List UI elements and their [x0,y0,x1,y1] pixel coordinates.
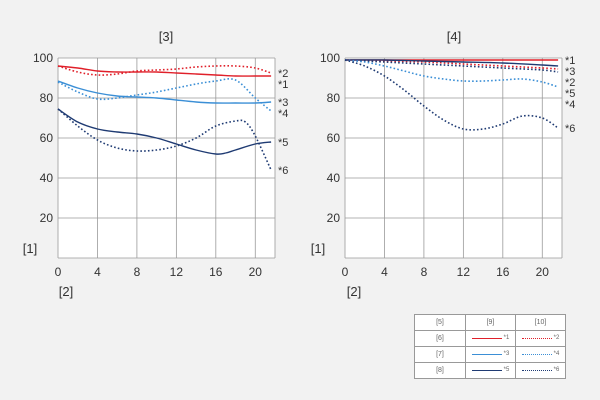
plot-area [58,58,275,258]
series-end-label: *1 [278,79,288,91]
chart-title: [4] [447,29,461,44]
x-tick-label: 16 [496,265,510,279]
series-end-label: *1 [565,55,575,67]
series-end-label: *6 [278,165,288,177]
x-tick-label: 0 [55,265,62,279]
series-line [57,108,272,155]
legend-swatch-dotted [521,337,552,339]
y-tick-label: 20 [327,211,341,225]
x-tick-label: 12 [170,265,184,279]
legend-row-navy: [8] *5 *6 [414,362,566,379]
legend-series-label: *1 [503,335,510,342]
x-axis-label: [2] [59,284,73,299]
series-line [57,65,272,77]
series-end-label: *6 [565,123,575,135]
y-axis-label: [1] [311,241,325,256]
series-end-label: *3 [565,66,575,78]
legend-series-label: *5 [503,367,510,374]
x-axis-label: [2] [347,284,361,299]
chart-title: [3] [159,29,173,44]
x-tick-label: 12 [457,265,471,279]
legend-swatch-solid [471,353,502,355]
y-tick-label: 80 [40,91,54,105]
legend-row-red: [6] *1 *2 [414,330,566,347]
y-tick-label: 60 [40,131,54,145]
series-end-label: *5 [565,88,575,100]
legend-row-label: [7] [414,346,466,363]
charts-canvas: 0 4 8 12 16 2020406080100[3][1][2]*2*1*3*4*5*… [23,29,576,299]
series-line [344,59,559,88]
legend-row-lightblue: [7] *3 *4 [414,346,566,363]
y-tick-label: 100 [33,51,53,65]
legend-sample-dotted: *6 [515,362,566,379]
series-line [57,65,272,76]
x-tick-label: 8 [134,265,141,279]
legend-series-label: *6 [553,367,560,374]
legend-header-solid: [9] [465,314,516,331]
x-tick-label: 20 [249,265,263,279]
x-tick-label: 8 [421,265,428,279]
series-end-label: *4 [278,108,288,120]
series-end-label: *4 [565,99,575,111]
series-end-label: *2 [278,68,288,80]
x-tick-label: 20 [536,265,550,279]
legend-swatch-solid [471,337,502,339]
legend-series-label: *2 [553,335,560,342]
y-tick-label: 40 [327,171,341,185]
series-line [344,59,559,70]
y-axis-label: [1] [23,241,37,256]
series-line [344,59,559,73]
legend-series-label: *3 [503,351,510,358]
series-line [57,108,272,171]
legend-swatch-dotted [521,369,552,371]
legend-header-row: [5] [9] [10] [414,314,566,331]
y-tick-label: 20 [40,211,54,225]
plot-area [345,58,562,258]
x-tick-label: 16 [209,265,223,279]
legend-sample-dotted: *2 [515,330,566,347]
legend-series-label: *4 [553,351,560,358]
x-tick-label: 4 [94,265,101,279]
x-tick-label: 0 [342,265,349,279]
legend-row-label: [8] [414,362,466,379]
y-tick-label: 40 [40,171,54,185]
legend-table: [5] [9] [10] [6] *1 *2 [7] *3 *4 [8] [414,314,566,379]
legend-sample-solid: *3 [465,346,516,363]
y-tick-label: 100 [320,51,340,65]
legend-sample-solid: *1 [465,330,516,347]
y-tick-label: 60 [327,131,341,145]
legend-row-label: [6] [414,330,466,347]
y-tick-label: 80 [327,91,341,105]
legend-header-dotted: [10] [515,314,566,331]
legend-header-label: [5] [414,314,466,331]
legend-swatch-solid [471,369,502,371]
series-line [344,59,559,131]
legend-swatch-dotted [521,353,552,355]
series-end-label: *2 [565,77,575,89]
legend-sample-solid: *5 [465,362,516,379]
series-end-label: *3 [278,97,288,109]
series-line [344,59,559,67]
x-tick-label: 4 [381,265,388,279]
series-line [57,80,272,104]
series-end-label: *5 [278,137,288,149]
legend-sample-dotted: *4 [515,346,566,363]
